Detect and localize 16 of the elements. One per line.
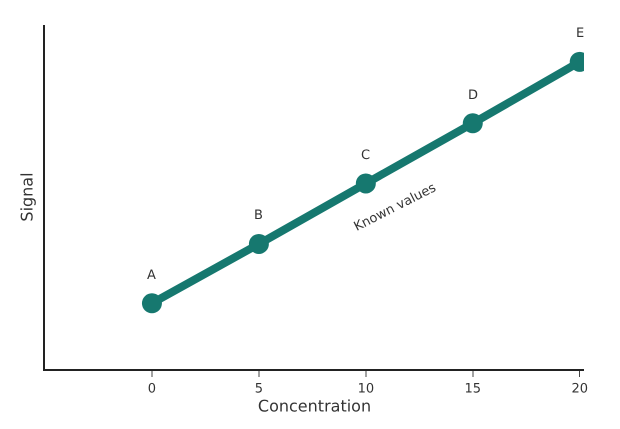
x-tick-label: 10 bbox=[358, 382, 374, 397]
x-tick-label: 20 bbox=[571, 382, 588, 397]
annotation: C bbox=[361, 148, 370, 163]
point bbox=[462, 113, 483, 134]
x-tick-label: 15 bbox=[464, 382, 482, 397]
point bbox=[356, 173, 376, 194]
point bbox=[248, 234, 269, 254]
y-axis-title: Signal bbox=[17, 172, 36, 222]
annotation: E bbox=[576, 26, 584, 41]
x-tick-label: 0 bbox=[148, 382, 156, 397]
x-axis-title: Concentration bbox=[258, 396, 372, 416]
x-tick-label: 5 bbox=[254, 382, 264, 397]
annotation: B bbox=[254, 208, 263, 223]
point bbox=[142, 293, 162, 314]
annotation: A bbox=[147, 268, 156, 283]
annotation: D bbox=[468, 88, 478, 103]
